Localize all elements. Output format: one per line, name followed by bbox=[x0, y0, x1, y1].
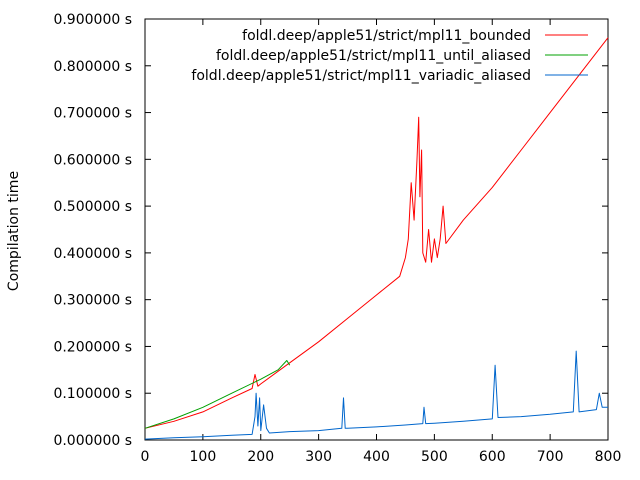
x-tick-label: 0 bbox=[141, 449, 150, 465]
y-tick-label: 0.300000 s bbox=[53, 293, 132, 309]
series-line-3 bbox=[144, 350, 608, 440]
y-tick-label: 0.100000 s bbox=[53, 386, 132, 402]
series-line-2 bbox=[144, 360, 291, 429]
y-tick-label: 0.800000 s bbox=[53, 59, 132, 75]
y-tick-label: 0.700000 s bbox=[53, 106, 132, 122]
legend-entry-label: foldl.deep/apple51/strict/mpl11_until_al… bbox=[216, 48, 531, 64]
axis-ticks: 0 100 200 300 400 500 600 700 800 0.000000 s 0.100… bbox=[53, 12, 621, 465]
y-axis-label: Compilation time bbox=[6, 171, 22, 291]
series-line-1 bbox=[144, 37, 609, 429]
series-lines bbox=[144, 37, 609, 440]
x-tick-label: 800 bbox=[595, 449, 622, 465]
y-tick-label: 0.600000 s bbox=[53, 152, 132, 168]
y-tick-label: 0.900000 s bbox=[53, 12, 132, 28]
y-tick-label: 0.500000 s bbox=[53, 199, 132, 215]
legend-entry-label: foldl.deep/apple51/strict/mpl11_variadic… bbox=[191, 68, 531, 84]
x-tick-label: 500 bbox=[421, 449, 448, 465]
x-tick-label: 200 bbox=[247, 449, 274, 465]
x-tick-label: 700 bbox=[537, 449, 564, 465]
x-tick-label: 300 bbox=[305, 449, 332, 465]
y-tick-label: 0.400000 s bbox=[53, 246, 132, 262]
x-tick-label: 100 bbox=[190, 449, 217, 465]
y-tick-label: 0.200000 s bbox=[53, 339, 132, 355]
x-tick-label: 600 bbox=[479, 449, 506, 465]
legend: foldl.deep/apple51/strict/mpl11_boundedf… bbox=[191, 28, 588, 84]
x-tick-label: 400 bbox=[363, 449, 390, 465]
legend-entry-label: foldl.deep/apple51/strict/mpl11_bounded bbox=[242, 28, 531, 44]
y-tick-label: 0.000000 s bbox=[53, 433, 132, 449]
